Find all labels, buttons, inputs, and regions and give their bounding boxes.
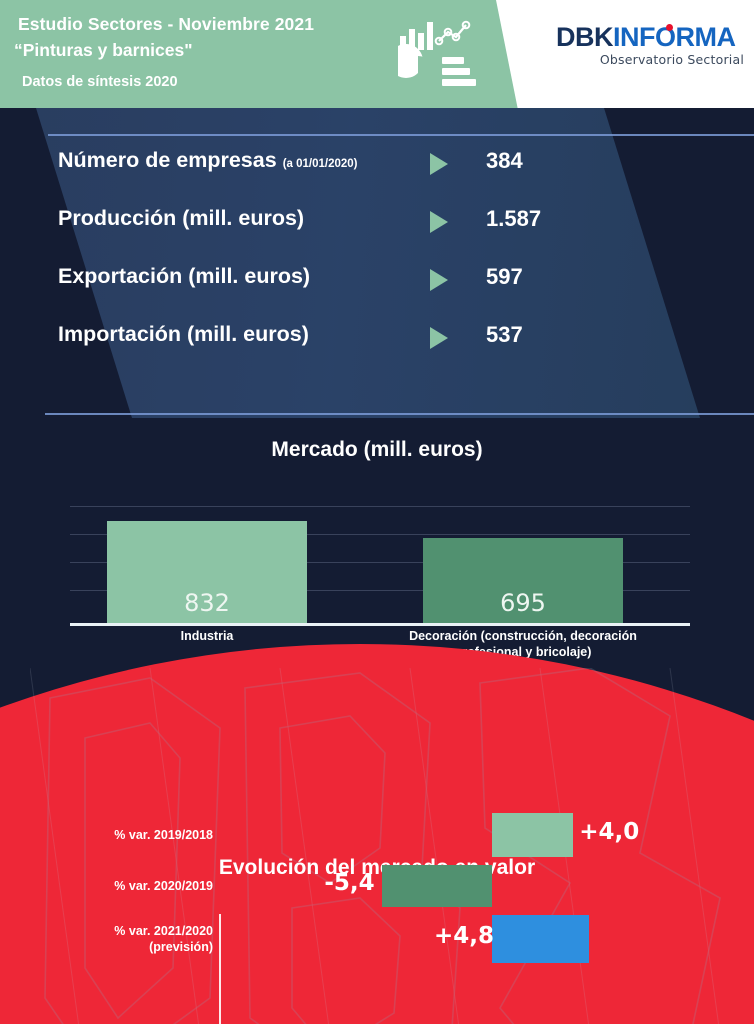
separator-line-bottom (45, 413, 754, 415)
evolucion-bar (382, 865, 492, 907)
page-subtitle: “Pinturas y barnices" (14, 40, 193, 60)
dbk-informa-logo: DBKINFORMA Observatorio Sectorial (556, 22, 746, 74)
dbk-watermark (29, 667, 730, 1024)
stat-note: (a 01/01/2020) (282, 158, 358, 170)
stat-label: Importación (mill. euros) (58, 322, 309, 346)
stat-value: 597 (486, 264, 523, 289)
stat-row: Número de empresas (a 01/01/2020) 384 (0, 148, 754, 206)
evolucion-row-label: % var. 2020/2019 (114, 879, 213, 893)
stats-list: Número de empresas (a 01/01/2020) 384 Produ… (0, 148, 754, 380)
evolucion-zero-axis (219, 914, 221, 1024)
evolucion-chart-title: Evolución del mercado en valor (218, 856, 536, 879)
logo-dbk: DBK (556, 22, 614, 52)
logo-tagline: Observatorio Sectorial (599, 52, 744, 67)
logo-wordmark: DBKINFORMA (556, 22, 746, 52)
header: Estudio Sectores - Noviembre 2021 “Pintu… (0, 0, 754, 110)
header-green-panel (0, 0, 518, 110)
stat-arrow-icon (430, 211, 448, 233)
stat-row: Importación (mill. euros) 537 (0, 322, 754, 380)
diagonal-band (36, 108, 700, 418)
stat-label: Número de empresas (a 01/01/2020) (58, 148, 358, 172)
evolucion-bar (492, 813, 574, 857)
evolucion-row-sublabel: (previsión) (149, 940, 213, 954)
body-background: Número de empresas (a 01/01/2020) 384 Produ… (0, 108, 754, 1024)
stat-label: Exportación (mill. euros) (58, 264, 311, 288)
stat-row: Exportación (mill. euros) 597 (0, 264, 754, 322)
stat-arrow-icon (430, 269, 448, 291)
page-subtitle-2: Datos de síntesis 2020 (22, 74, 178, 90)
stat-arrow-icon (430, 153, 448, 175)
evolucion-row-label: % var. 2021/2020 (previsión) (8, 923, 213, 955)
stat-value: 384 (486, 148, 523, 173)
stat-value: 1.587 (486, 206, 542, 231)
logo-red-dot-icon (666, 24, 673, 31)
mercado-bar-value: 832 (184, 589, 230, 617)
evolucion-row-label: % var. 2019/2018 (114, 828, 213, 842)
logo-inf: INF (613, 22, 656, 52)
mercado-bar-chart: 832 Industria 695 Decoración (construcción,… (70, 506, 690, 659)
stat-value: 537 (486, 322, 523, 347)
charts-bars-pie-icon (388, 16, 478, 90)
mercado-bar: 832 (107, 521, 307, 623)
logo-rma: RMA (675, 22, 737, 52)
mercado-category-label: Industria (180, 629, 234, 643)
evolucion-bar-value: -5,4 (324, 870, 375, 896)
mercado-bar-value: 695 (500, 589, 546, 617)
separator-line-top (48, 134, 754, 136)
mercado-bar: 695 (423, 537, 623, 623)
red-circle-shape (0, 644, 754, 1024)
mercado-chart-title: Mercado (mill. euros) (271, 438, 483, 461)
page-title: Estudio Sectores - Noviembre 2021 (18, 14, 315, 34)
stat-label: Producción (mill. euros) (58, 206, 305, 230)
evolucion-bar (492, 915, 590, 963)
stat-row: Producción (mill. euros) 1.587 (0, 206, 754, 264)
stat-arrow-icon (430, 327, 448, 349)
mercado-baseline (70, 623, 690, 626)
evolucion-bar-value: +4,8 (434, 923, 495, 949)
evolucion-bar-value: +4,0 (579, 819, 640, 845)
